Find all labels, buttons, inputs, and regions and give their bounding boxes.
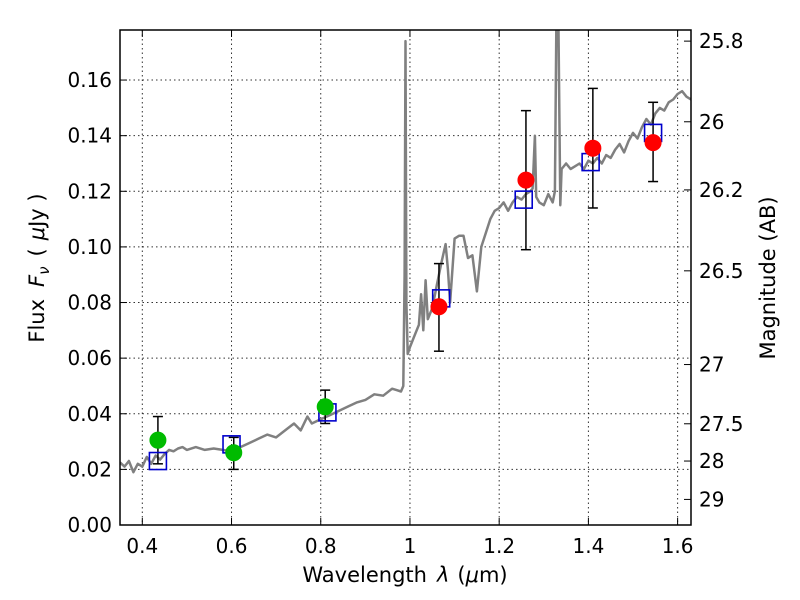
- x-axis-ticks: 0.4 0.6 0.8 1 1.2 1.4 1.6: [126, 30, 694, 558]
- y2-tick-label: 27.5: [699, 412, 744, 436]
- y2-axis-ticks: 25.8 26 26.2 26.5 27 27.5 28 29: [684, 29, 744, 511]
- y2-tick-label: 28: [699, 449, 724, 473]
- y2-tick-label: 25.8: [699, 29, 744, 53]
- y-axis-ticks: 0.00 0.02 0.04 0.06 0.08 0.10 0.12 0.14 0.16: [67, 68, 127, 537]
- model-photometry-square: [148, 451, 168, 471]
- observed-point: [644, 134, 662, 152]
- x-axis-label: Wavelength λ (μm): [302, 563, 507, 587]
- grid: [120, 30, 691, 525]
- y-tick-label: 0.04: [67, 402, 112, 426]
- y-tick-label: 0.08: [67, 291, 112, 315]
- x-tick-label: 0.4: [126, 534, 158, 558]
- observed-point: [316, 398, 334, 416]
- x-tick-label: 1.6: [662, 534, 694, 558]
- model-photometry-square: [514, 190, 534, 209]
- y-tick-label: 0.00: [67, 513, 112, 537]
- x-tick-label: 1.2: [483, 534, 515, 558]
- x-tick-label: 1.4: [572, 534, 604, 558]
- y2-tick-label: 29: [699, 487, 724, 511]
- y2-tick-label: 26.5: [699, 259, 744, 283]
- y-tick-label: 0.12: [67, 179, 112, 203]
- x-tick-label: 0.8: [305, 534, 337, 558]
- x-tick-label: 0.6: [216, 534, 248, 558]
- spectrum-series: [120, 30, 691, 474]
- y-tick-label: 0.14: [67, 124, 112, 148]
- spectrum-line: [120, 30, 691, 474]
- x-tick-label: 1: [404, 534, 417, 558]
- y-tick-label: 0.10: [67, 235, 112, 259]
- observed-point: [430, 298, 448, 316]
- y2-axis-label: Magnitude (AB): [756, 196, 780, 359]
- y-tick-label: 0.06: [67, 346, 112, 370]
- observed-points: [149, 134, 662, 462]
- y2-tick-label: 27: [699, 353, 724, 377]
- observed-point: [584, 139, 602, 157]
- y-tick-label: 0.02: [67, 457, 112, 481]
- y-tick-label: 0.16: [67, 68, 112, 92]
- observed-point: [517, 171, 535, 189]
- observed-point: [149, 431, 167, 449]
- y2-tick-label: 26: [699, 110, 724, 134]
- plot-frame: [119, 29, 692, 526]
- y2-tick-label: 26.2: [699, 178, 744, 202]
- y-axis-label: FluxFν(μJy ): [25, 193, 53, 342]
- observed-point: [225, 444, 243, 462]
